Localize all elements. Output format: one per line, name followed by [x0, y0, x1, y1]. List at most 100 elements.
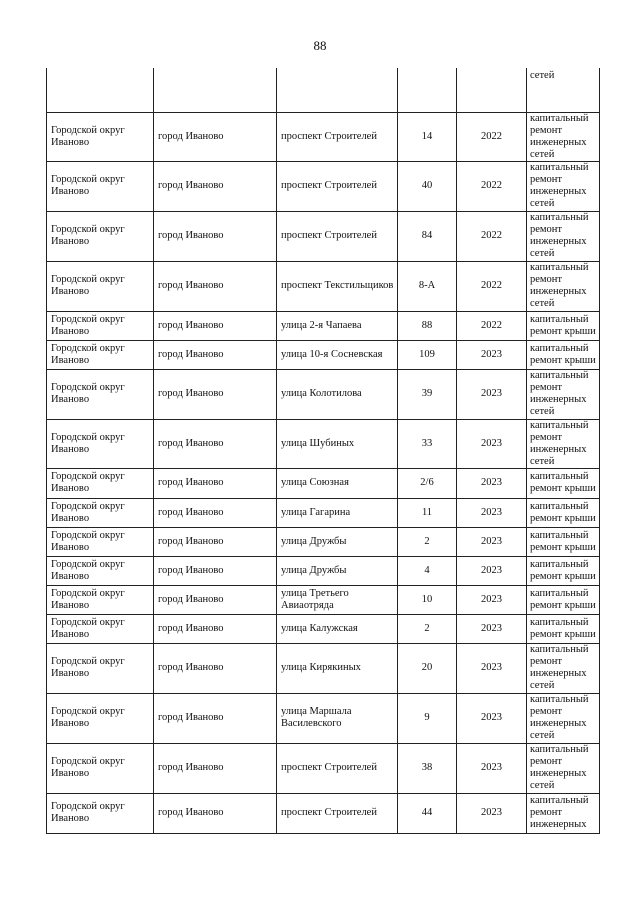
table-row: Городской округ Иваново город Иваново прос…	[46, 742, 600, 794]
district-cell: Городской округ Иваново	[46, 111, 154, 162]
work-type-cell: капитальный ремонт инженерных сетей	[526, 418, 600, 469]
city-cell: город Иваново	[153, 160, 277, 212]
work-type-cell: капитальный ремонт крыши	[526, 584, 600, 615]
house-number-cell: 38	[397, 742, 457, 794]
district-cell: Городской округ Иваново	[46, 742, 154, 794]
street-cell: улица Гагарина	[276, 497, 398, 528]
year-cell: 2023	[456, 339, 527, 370]
street-cell: проспект Строителей	[276, 742, 398, 794]
year-cell: 2022	[456, 160, 527, 212]
year-cell: 2023	[456, 584, 527, 615]
table-row: Городской округ Иваново город Иваново улиц…	[46, 339, 600, 370]
table-row: Городской округ Иваново город Иваново прос…	[46, 260, 600, 312]
district-cell: Городской округ Иваново	[46, 555, 154, 586]
city-cell: город Иваново	[153, 368, 277, 420]
year-cell	[456, 68, 527, 113]
work-type-cell: капитальный ремонт крыши	[526, 613, 600, 644]
house-number-cell: 2/6	[397, 467, 457, 499]
work-type-cell: капитальный ремонт инженерных сетей	[526, 260, 600, 312]
house-number-cell: 88	[397, 310, 457, 341]
table-row: Городской округ Иваново город Иваново улиц…	[46, 613, 600, 644]
city-cell: город Иваново	[153, 692, 277, 744]
district-cell: Городской округ Иваново	[46, 584, 154, 615]
district-cell: Городской округ Иваново	[46, 467, 154, 499]
city-cell: город Иваново	[153, 526, 277, 557]
house-number-cell: 33	[397, 418, 457, 469]
district-cell: Городской округ Иваново	[46, 260, 154, 312]
work-type-cell: капитальный ремонт инженерных сетей	[526, 111, 600, 162]
district-cell: Городской округ Иваново	[46, 613, 154, 644]
house-number-cell: 39	[397, 368, 457, 420]
housing-repair-table: сетей Городской округ Иваново город Иванов…	[46, 68, 600, 834]
district-cell: Городской округ Иваново	[46, 160, 154, 212]
district-cell: Городской округ Иваново	[46, 368, 154, 420]
district-cell: Городской округ Иваново	[46, 339, 154, 370]
district-cell: Городской округ Иваново	[46, 642, 154, 694]
year-cell: 2022	[456, 260, 527, 312]
house-number-cell: 40	[397, 160, 457, 212]
district-cell: Городской округ Иваново	[46, 526, 154, 557]
year-cell: 2023	[456, 467, 527, 499]
house-number-cell: 84	[397, 210, 457, 262]
street-cell: проспект Текстильщиков	[276, 260, 398, 312]
street-cell	[276, 68, 398, 113]
table-row: Городской округ Иваново город Иваново улиц…	[46, 467, 600, 499]
year-cell: 2023	[456, 526, 527, 557]
table-row: сетей	[46, 68, 600, 113]
district-cell: Городской округ Иваново	[46, 310, 154, 341]
work-type-cell: капитальный ремонт инженерных сетей	[526, 742, 600, 794]
year-cell: 2022	[456, 310, 527, 341]
table-row: Городской округ Иваново город Иваново улиц…	[46, 418, 600, 469]
table-row: Городской округ Иваново город Иваново улиц…	[46, 584, 600, 615]
table-row: Городской округ Иваново город Иваново улиц…	[46, 310, 600, 341]
street-cell: улица Дружбы	[276, 526, 398, 557]
table-row: Городской округ Иваново город Иваново прос…	[46, 792, 600, 834]
year-cell: 2023	[456, 613, 527, 644]
table-row: Городской округ Иваново город Иваново улиц…	[46, 555, 600, 586]
table-row: Городской округ Иваново город Иваново улиц…	[46, 642, 600, 694]
house-number-cell: 9	[397, 692, 457, 744]
district-cell: Городской округ Иваново	[46, 497, 154, 528]
city-cell: город Иваново	[153, 418, 277, 469]
year-cell: 2023	[456, 642, 527, 694]
page-number: 88	[313, 38, 327, 53]
city-cell: город Иваново	[153, 260, 277, 312]
city-cell: город Иваново	[153, 467, 277, 499]
year-cell: 2023	[456, 368, 527, 420]
city-cell: город Иваново	[153, 555, 277, 586]
house-number-cell: 2	[397, 613, 457, 644]
year-cell: 2022	[456, 111, 527, 162]
table-row: Городской округ Иваново город Иваново прос…	[46, 160, 600, 212]
city-cell: город Иваново	[153, 642, 277, 694]
work-type-cell: капитальный ремонт инженерных сетей	[526, 642, 600, 694]
street-cell: улица Шубиных	[276, 418, 398, 469]
street-cell: проспект Строителей	[276, 210, 398, 262]
house-number-cell: 11	[397, 497, 457, 528]
work-type-cell: капитальный ремонт инженерных сетей	[526, 210, 600, 262]
year-cell: 2023	[456, 497, 527, 528]
street-cell: улица Маршала Василевского	[276, 692, 398, 744]
street-cell: проспект Строителей	[276, 792, 398, 834]
city-cell: город Иваново	[153, 792, 277, 834]
city-cell: город Иваново	[153, 111, 277, 162]
table-row: Городской округ Иваново город Иваново прос…	[46, 210, 600, 262]
city-cell: город Иваново	[153, 497, 277, 528]
city-cell: город Иваново	[153, 584, 277, 615]
table-row: Городской округ Иваново город Иваново улиц…	[46, 368, 600, 420]
street-cell: улица Кирякиных	[276, 642, 398, 694]
year-cell: 2023	[456, 692, 527, 744]
district-cell: Городской округ Иваново	[46, 210, 154, 262]
table-row: Городской округ Иваново город Иваново прос…	[46, 111, 600, 162]
year-cell: 2023	[456, 792, 527, 834]
district-cell: Городской округ Иваново	[46, 418, 154, 469]
city-cell: город Иваново	[153, 742, 277, 794]
street-cell: проспект Строителей	[276, 111, 398, 162]
year-cell: 2023	[456, 418, 527, 469]
house-number-cell: 109	[397, 339, 457, 370]
house-number-cell: 20	[397, 642, 457, 694]
street-cell: улица Союзная	[276, 467, 398, 499]
street-cell: улица Колотилова	[276, 368, 398, 420]
street-cell: улица Дружбы	[276, 555, 398, 586]
city-cell: город Иваново	[153, 210, 277, 262]
city-cell: город Иваново	[153, 310, 277, 341]
